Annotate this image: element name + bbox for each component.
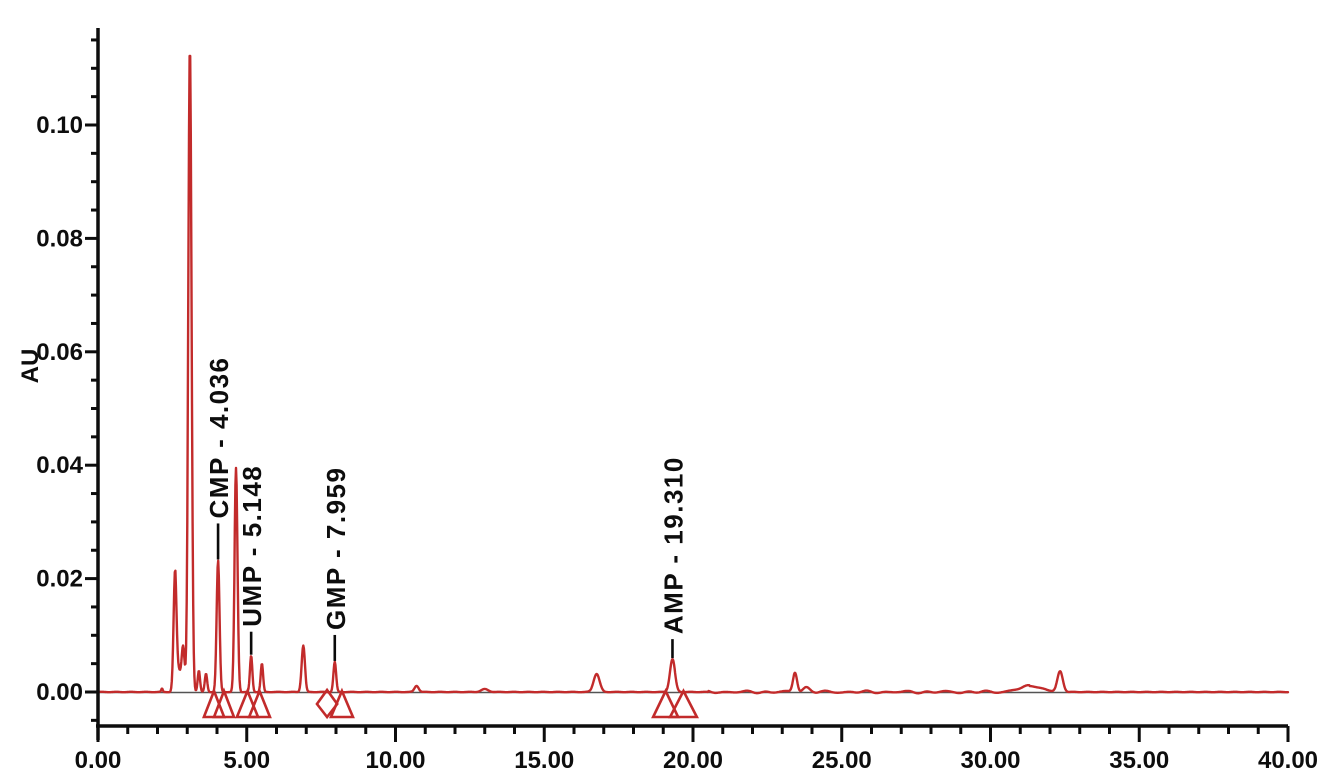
y-axis-unit-label: AU (17, 349, 44, 384)
integration-marker-triangle (651, 687, 681, 719)
y-tick-label: 0.02 (36, 566, 83, 593)
x-tick-labels: 0.00 5.00 10.00 15.00 20.00 25.00 30.00 … (75, 747, 1318, 774)
trace-layer (96, 54, 1290, 695)
y-tick-label: 0.00 (36, 679, 83, 706)
integration-marker-diamond (315, 687, 339, 720)
chromatogram-trace (96, 54, 1290, 695)
x-tick-label: 30.00 (960, 747, 1020, 774)
peak-label-amp: AMP - 19.310 (658, 456, 688, 634)
integration-marker-triangle (667, 688, 699, 719)
x-tick-label: 0.00 (75, 747, 122, 774)
integration-marker-triangle (328, 687, 355, 719)
x-tick-label: 5.00 (223, 747, 270, 774)
x-tick-label: 15.00 (514, 747, 574, 774)
y-tick-labels: 0.00 0.02 0.04 0.06 0.08 0.10 (36, 112, 83, 706)
integration-marker-triangle (235, 687, 260, 719)
peak-label-cmp: CMP - 4.036 (204, 356, 234, 518)
y-tick-label: 0.06 (36, 339, 83, 366)
x-tick-label: 40.00 (1258, 747, 1318, 774)
integration-marker-layer (202, 687, 699, 720)
y-tick-label: 0.10 (36, 112, 83, 139)
y-tick-label: 0.04 (36, 452, 83, 479)
axes-layer (85, 28, 1290, 742)
integration-marker-triangle (247, 687, 272, 719)
peak-label-gmp: GMP - 7.959 (321, 467, 351, 630)
peak-label-ump: UMP - 5.148 (237, 465, 267, 627)
x-tick-label: 25.00 (812, 747, 872, 774)
y-tick-label: 0.08 (36, 225, 83, 252)
x-tick-label: 10.00 (365, 747, 425, 774)
x-tick-label: 20.00 (663, 747, 723, 774)
x-tick-label: 35.00 (1109, 747, 1169, 774)
integration-marker-triangle (212, 687, 236, 719)
